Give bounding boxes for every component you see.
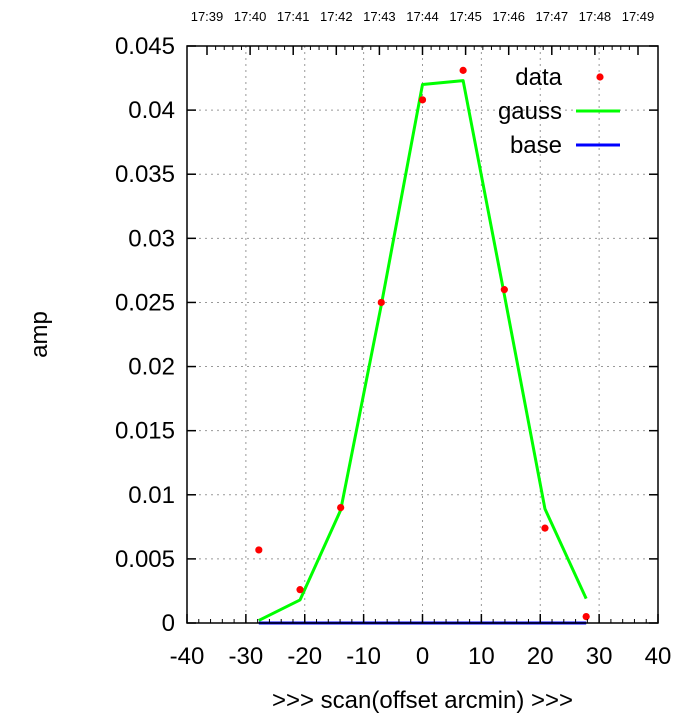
top-tick-label: 17:40 xyxy=(234,9,267,24)
top-tick-label: 17:43 xyxy=(363,9,396,24)
top-tick-label: 17:42 xyxy=(320,9,353,24)
legend-label-data: data xyxy=(515,64,562,91)
top-tick-label: 17:39 xyxy=(191,9,224,24)
x-tick-label: 0 xyxy=(416,643,429,670)
x-tick-label: 10 xyxy=(468,643,495,670)
x-tick-label: 20 xyxy=(527,643,554,670)
x-tick-label: -10 xyxy=(346,643,381,670)
y-tick-label: 0.04 xyxy=(128,97,175,124)
y-axis-label: amp xyxy=(26,311,53,358)
data-point xyxy=(255,546,263,554)
y-tick-label: 0.005 xyxy=(115,546,175,573)
top-tick-label: 17:48 xyxy=(579,9,612,24)
top-tick-label: 17:47 xyxy=(536,9,569,24)
y-tick-label: 0.01 xyxy=(128,482,175,509)
x-tick-label: -40 xyxy=(170,643,205,670)
legend: data gauss base xyxy=(498,64,620,159)
data-point xyxy=(582,612,590,621)
data-point xyxy=(541,524,549,532)
top-tick-label: 17:41 xyxy=(277,9,310,24)
x-tick-labels: -40 -30 -20 -10 0 10 20 30 40 xyxy=(170,643,672,670)
data-series xyxy=(255,66,590,621)
x-tick-label: -30 xyxy=(229,643,264,670)
top-tick-label: 17:45 xyxy=(449,9,482,24)
top-tick-label: 17:46 xyxy=(492,9,525,24)
y-tick-label: 0.03 xyxy=(128,225,175,252)
x-axis-label: >>> scan(offset arcmin) >>> xyxy=(272,687,573,714)
top-tick-label: 17:44 xyxy=(406,9,439,24)
y-tick-label: 0.02 xyxy=(128,354,175,381)
data-point xyxy=(459,66,467,74)
legend-label-base: base xyxy=(510,132,562,159)
legend-label-gauss: gauss xyxy=(498,98,562,125)
grid xyxy=(187,46,658,623)
axis-ticks xyxy=(186,45,659,624)
top-tick-label: 17:49 xyxy=(622,9,655,24)
gauss-series xyxy=(258,79,588,622)
x-tick-label: -20 xyxy=(287,643,322,670)
y-tick-labels: 0 0.005 0.01 0.015 0.02 0.025 0.03 0.035 0.04 0.0… xyxy=(115,33,175,637)
top-tick-labels: 17:39 17:40 17:41 17:42 17:43 17:44 17:45 17:46… xyxy=(191,9,655,24)
y-tick-label: 0.035 xyxy=(115,161,175,188)
legend-swatch-data xyxy=(596,73,604,81)
y-tick-label: 0.025 xyxy=(115,289,175,316)
data-point xyxy=(296,586,304,594)
y-tick-label: 0.015 xyxy=(115,418,175,445)
x-tick-label: 30 xyxy=(586,643,613,670)
data-point xyxy=(418,96,427,104)
gauss-line xyxy=(258,79,588,622)
x-tick-label: 40 xyxy=(645,643,672,670)
data-point xyxy=(500,286,508,294)
y-tick-label: 0 xyxy=(162,610,175,637)
y-tick-label: 0.045 xyxy=(115,33,175,60)
data-point xyxy=(337,504,345,512)
data-point xyxy=(377,298,385,307)
